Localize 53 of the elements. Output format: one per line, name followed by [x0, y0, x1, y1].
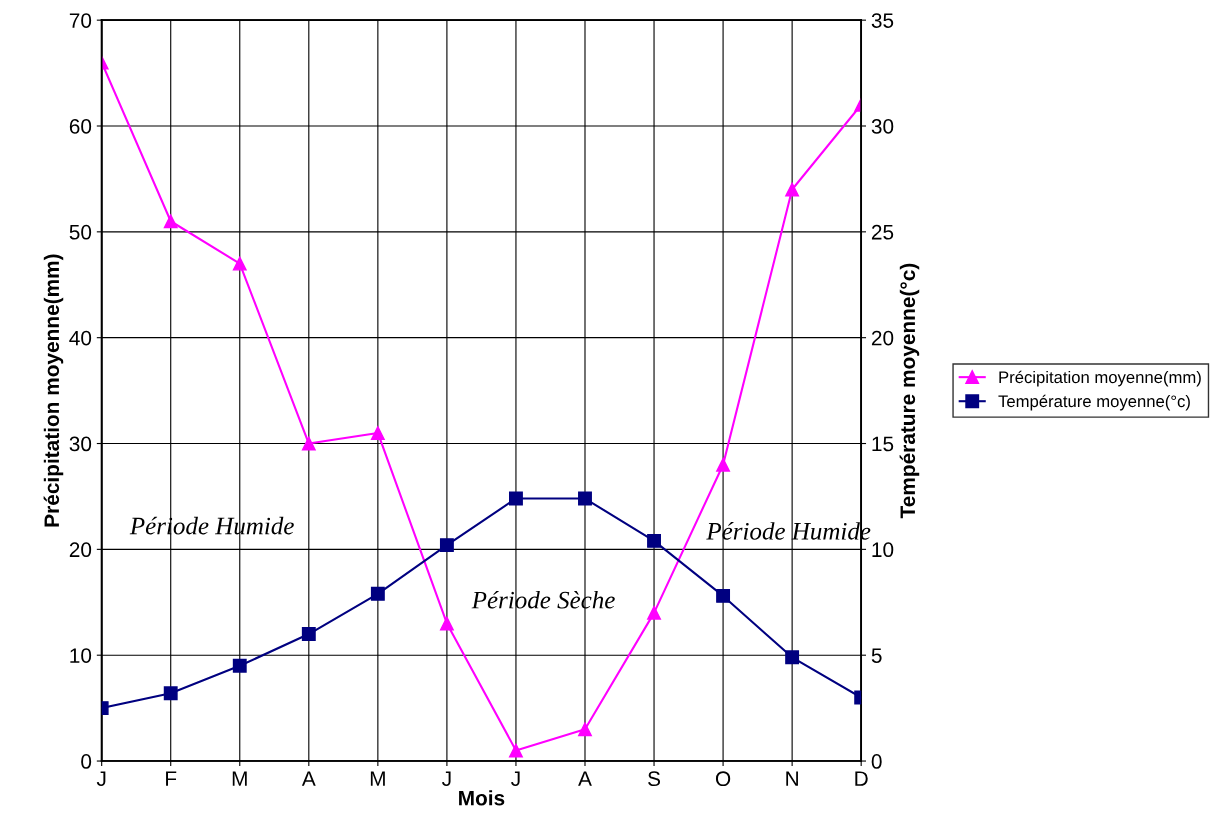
x-tick-label: M — [370, 771, 385, 786]
y2-tick-label: 10 — [872, 542, 894, 558]
point — [163, 686, 178, 701]
point — [439, 616, 454, 631]
y2-axis-title: Température moyenne(°c) — [899, 263, 920, 519]
y2-tick-label: 35 — [871, 13, 894, 28]
x-tick-label: S — [648, 771, 661, 787]
y-tick-label: 60 — [69, 119, 92, 134]
y2-tick-label: 15 — [872, 436, 894, 452]
x-tick-label: D — [855, 771, 868, 786]
point — [509, 743, 523, 758]
x-tick-label: J — [442, 771, 451, 787]
point — [647, 605, 661, 620]
point — [785, 650, 800, 665]
y-tick-label: 30 — [69, 436, 92, 452]
y2-tick-label: 25 — [871, 224, 894, 240]
point — [232, 658, 247, 673]
y2-tick-label: 30 — [871, 119, 894, 134]
legend-label: Précipitation moyenne(mm) — [999, 370, 1201, 387]
point — [578, 722, 592, 737]
y-tick-label: 70 — [69, 13, 92, 28]
x-tick-label: O — [715, 771, 731, 787]
legend-label: Température moyenne(°c) — [998, 394, 1190, 411]
point — [163, 214, 178, 229]
y2-tick-label: 0 — [871, 754, 882, 769]
x-tick-label: F — [166, 771, 177, 786]
x-tick-label: N — [786, 771, 798, 786]
point — [509, 491, 523, 506]
y-tick-label: 0 — [81, 754, 92, 769]
point — [370, 586, 385, 601]
point — [370, 425, 385, 440]
point — [439, 538, 454, 553]
point — [301, 627, 316, 641]
y-tick-label: 20 — [69, 542, 92, 558]
point — [716, 457, 731, 472]
y-tick-label: 40 — [69, 330, 92, 346]
y2-tick-label: 5 — [871, 648, 882, 663]
x-tick-label: M — [232, 771, 247, 786]
point — [785, 182, 800, 197]
point — [716, 588, 731, 603]
point — [578, 491, 592, 506]
x-tick-label: J — [96, 771, 106, 787]
y2-tick-label: 20 — [871, 330, 894, 346]
x-axis-title: Mois — [459, 790, 505, 806]
y-axis-title: Précipitation moyenne(mm) — [43, 254, 64, 527]
point — [232, 256, 247, 271]
x-tick-label: A — [301, 771, 316, 786]
point — [301, 436, 316, 451]
x-tick-label: A — [578, 771, 592, 786]
y-tick-label: 50 — [69, 224, 92, 240]
y-tick-label: 10 — [70, 648, 92, 663]
x-tick-label: J — [511, 771, 520, 787]
point — [647, 533, 661, 548]
